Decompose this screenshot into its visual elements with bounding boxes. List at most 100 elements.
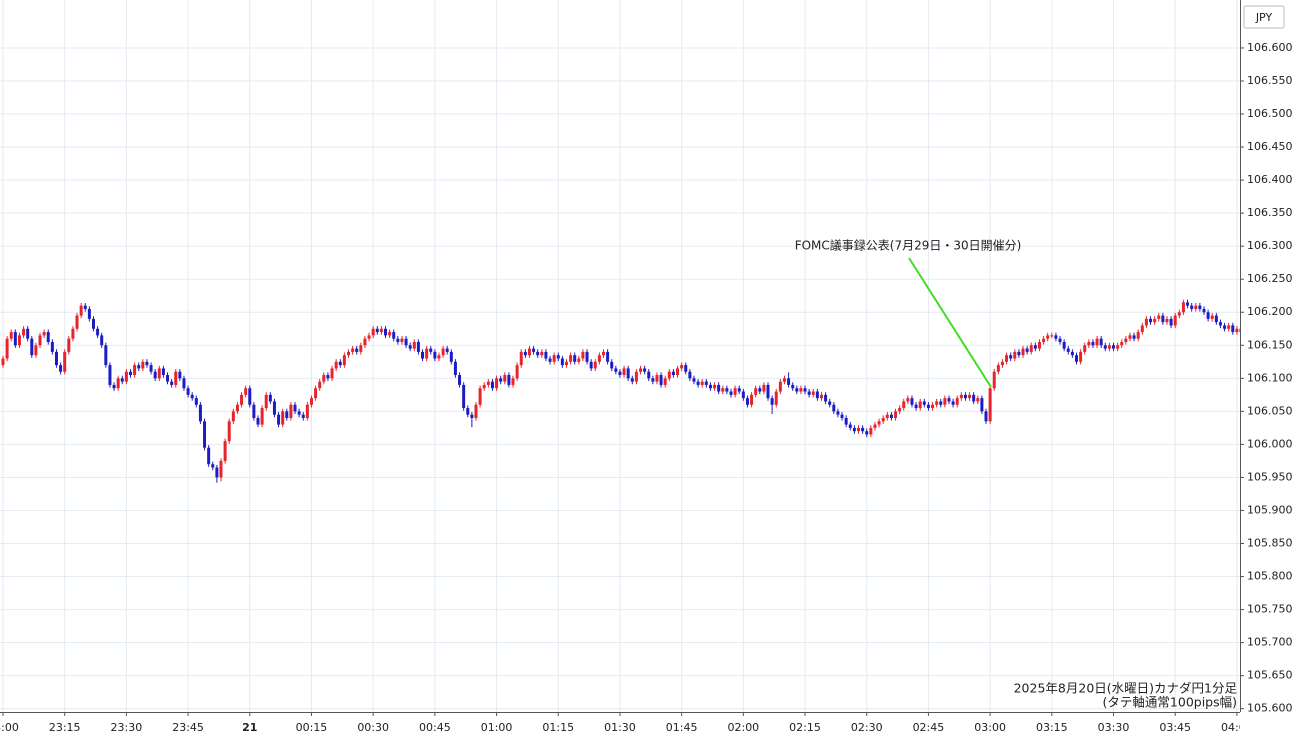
candle-body bbox=[392, 332, 396, 339]
candle-body bbox=[614, 368, 618, 372]
y-tick-label: 106.050 bbox=[1247, 404, 1293, 417]
y-tick-label: 105.600 bbox=[1247, 702, 1293, 715]
candle-body bbox=[778, 381, 782, 392]
candle-body bbox=[285, 411, 289, 418]
candle-body bbox=[844, 417, 848, 425]
candle-body bbox=[1218, 322, 1222, 326]
candle-body bbox=[124, 371, 128, 382]
candle-body bbox=[363, 338, 367, 346]
candle-body bbox=[803, 388, 807, 392]
candle-body bbox=[1116, 345, 1120, 349]
candle-body bbox=[597, 355, 601, 362]
candle-body bbox=[877, 421, 881, 425]
candle-body bbox=[256, 417, 260, 425]
candle-body bbox=[244, 388, 248, 395]
candle-body bbox=[824, 394, 828, 402]
candle-body bbox=[680, 365, 684, 369]
candle-body bbox=[569, 355, 573, 362]
candle-body bbox=[182, 378, 186, 389]
candle-body bbox=[375, 328, 379, 333]
candle-body bbox=[1037, 341, 1041, 349]
candle-body bbox=[1157, 315, 1161, 319]
candle-body bbox=[511, 378, 515, 385]
y-tick-label: 106.500 bbox=[1247, 107, 1293, 120]
candle-body bbox=[198, 404, 202, 422]
candle-body bbox=[1227, 325, 1231, 329]
candle-body bbox=[548, 358, 552, 362]
candle-body bbox=[400, 338, 404, 342]
x-tick-label: 01:15 bbox=[542, 721, 574, 734]
candle-body bbox=[918, 401, 922, 409]
candle-body bbox=[416, 341, 420, 352]
candle-body bbox=[935, 401, 939, 405]
candle-body bbox=[379, 328, 383, 333]
x-tick-label: 02:00 bbox=[727, 721, 759, 734]
candle-body bbox=[330, 368, 334, 379]
candle-body bbox=[174, 371, 178, 385]
candle-body bbox=[272, 401, 276, 415]
candle-body bbox=[1050, 335, 1054, 337]
candle-body bbox=[663, 378, 667, 385]
candle-body bbox=[1083, 345, 1087, 352]
candle-body bbox=[120, 378, 124, 382]
candle-body bbox=[264, 394, 268, 409]
caption: (タテ軸通常100pips幅) bbox=[1103, 695, 1237, 710]
candle-body bbox=[91, 318, 95, 329]
candle-body bbox=[1165, 318, 1169, 323]
candle-body bbox=[1136, 332, 1140, 339]
candle-body bbox=[976, 398, 980, 402]
x-tick-label: 02:15 bbox=[789, 721, 821, 734]
candle-body bbox=[688, 371, 692, 379]
x-tick-label: 04:00 bbox=[1221, 721, 1253, 734]
candle-body bbox=[34, 345, 38, 356]
candle-body bbox=[593, 361, 597, 369]
y-tick-label: 106.100 bbox=[1247, 371, 1293, 384]
candle-body bbox=[725, 388, 729, 392]
candle-body bbox=[1058, 338, 1062, 342]
candle-body bbox=[828, 401, 832, 405]
candle-body bbox=[141, 361, 145, 369]
x-tick-label: 03:45 bbox=[1159, 721, 1191, 734]
y-tick-label: 105.750 bbox=[1247, 603, 1293, 616]
candle-body bbox=[914, 404, 918, 409]
candle-body bbox=[676, 368, 680, 376]
candle-body bbox=[137, 365, 141, 369]
candle-body bbox=[1112, 345, 1116, 349]
candle-body bbox=[881, 417, 885, 422]
candle-body bbox=[67, 338, 71, 352]
candle-body bbox=[889, 414, 893, 418]
candle-body bbox=[704, 381, 708, 385]
candle-body bbox=[1079, 351, 1083, 362]
candle-body bbox=[371, 328, 375, 336]
candle-body bbox=[560, 358, 564, 366]
candle-body bbox=[782, 378, 786, 382]
grid bbox=[0, 0, 1240, 712]
y-tick-label: 106.350 bbox=[1247, 206, 1293, 219]
y-tick-label: 105.900 bbox=[1247, 503, 1293, 516]
candle-body bbox=[601, 351, 605, 356]
candle-body bbox=[190, 394, 194, 399]
candle-body bbox=[552, 355, 556, 362]
candle-body bbox=[992, 371, 996, 389]
candle-body bbox=[1033, 345, 1037, 349]
candle-body bbox=[532, 348, 536, 352]
candle-body bbox=[1173, 315, 1177, 326]
candle-body bbox=[1120, 341, 1124, 346]
candle-body bbox=[815, 391, 819, 399]
y-tick-label: 106.600 bbox=[1247, 41, 1293, 54]
candle-body bbox=[536, 351, 540, 356]
candle-body bbox=[1017, 351, 1021, 356]
candle-body bbox=[486, 381, 490, 385]
y-tick-label: 106.550 bbox=[1247, 74, 1293, 87]
candle-body bbox=[1177, 312, 1181, 316]
candle-body bbox=[1198, 305, 1202, 309]
candle-body bbox=[437, 355, 441, 359]
candle-body bbox=[355, 348, 359, 352]
candle-body bbox=[795, 388, 799, 392]
candle-body bbox=[774, 391, 778, 405]
candle-body bbox=[1013, 351, 1017, 359]
candle-body bbox=[832, 404, 836, 412]
candle-body bbox=[145, 361, 149, 366]
candle-body bbox=[585, 351, 589, 362]
candle-body bbox=[1000, 361, 1004, 366]
